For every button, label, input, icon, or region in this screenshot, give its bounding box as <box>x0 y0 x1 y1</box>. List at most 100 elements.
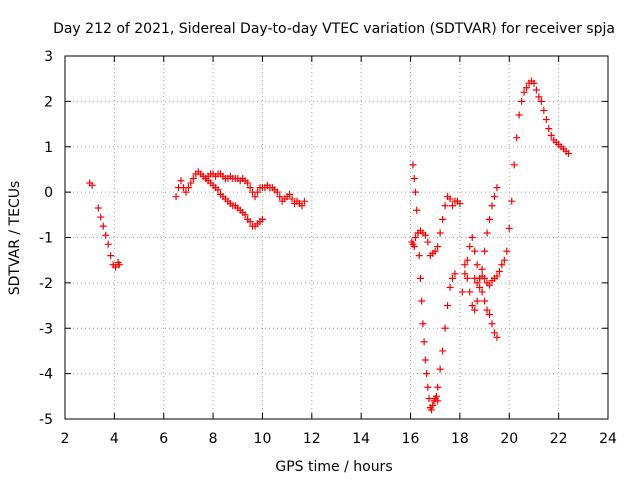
data-point <box>428 406 436 414</box>
data-point <box>184 184 192 192</box>
y-tick-label: -3 <box>39 321 53 337</box>
data-point <box>463 274 471 282</box>
data-point <box>288 195 296 203</box>
data-point <box>515 111 523 119</box>
data-point <box>425 395 433 403</box>
data-point <box>471 306 479 314</box>
data-point <box>537 97 545 105</box>
data-point <box>493 333 501 341</box>
x-tick-label: 18 <box>451 431 469 447</box>
data-point <box>565 150 573 158</box>
data-point <box>461 270 469 278</box>
data-point <box>434 383 442 391</box>
data-point <box>441 324 449 332</box>
data-point <box>97 213 105 221</box>
data-point <box>490 193 498 201</box>
data-point <box>411 188 419 196</box>
data-point <box>483 229 491 237</box>
data-point <box>481 297 489 305</box>
data-point <box>532 86 540 94</box>
data-point <box>476 283 484 291</box>
x-tick-label: 10 <box>254 431 272 447</box>
data-point <box>418 297 426 305</box>
data-point <box>473 279 481 287</box>
data-point <box>535 93 543 101</box>
y-tick-label: 3 <box>44 49 53 65</box>
data-point <box>258 215 266 223</box>
x-axis-label: GPS time / hours <box>275 459 392 475</box>
y-axis-label: SDTVAR / TECUs <box>7 181 23 296</box>
data-point <box>251 193 259 201</box>
data-point <box>409 161 417 169</box>
x-tick-label: 2 <box>61 431 70 447</box>
series-arc9 <box>461 184 501 314</box>
data-point <box>88 181 96 189</box>
series-arc2 <box>94 204 123 271</box>
x-tick-label: 16 <box>402 431 420 447</box>
data-point <box>421 356 429 364</box>
y-tick-label: 1 <box>44 140 53 156</box>
plot-frame <box>64 55 609 420</box>
data-point <box>410 243 418 251</box>
data-point <box>102 231 110 239</box>
series-arc3 <box>172 168 266 230</box>
data-point <box>99 222 107 230</box>
data-point <box>545 125 553 133</box>
data-point <box>478 288 486 296</box>
data-point <box>473 261 481 269</box>
data-point <box>286 190 294 198</box>
data-point <box>115 261 123 269</box>
data-point <box>434 397 442 405</box>
data-point <box>429 401 437 409</box>
data-point <box>423 370 431 378</box>
series-arc10 <box>471 77 573 289</box>
data-point <box>510 161 518 169</box>
data-point <box>444 302 452 310</box>
data-point <box>182 188 190 196</box>
data-point <box>486 281 494 289</box>
data-point <box>439 215 447 223</box>
data-point <box>411 234 419 241</box>
x-tick-label: 12 <box>303 431 321 447</box>
data-point <box>530 79 538 87</box>
data-point <box>446 283 454 291</box>
data-point <box>503 247 511 255</box>
y-tick-label: -1 <box>39 231 53 247</box>
data-point <box>436 229 444 237</box>
data-point <box>446 195 454 203</box>
x-tick-label: 8 <box>209 431 218 447</box>
data-point <box>214 186 222 194</box>
data-point <box>523 84 531 92</box>
data-point <box>246 218 254 226</box>
data-point <box>107 252 115 260</box>
data-point <box>483 306 491 314</box>
series-arc7 <box>434 270 459 391</box>
data-point <box>424 383 432 391</box>
data-point <box>463 256 471 264</box>
y-tick-label: 2 <box>44 94 53 110</box>
data-point <box>468 302 476 310</box>
data-point <box>505 224 513 232</box>
y-tick-label: -5 <box>39 412 53 428</box>
x-tick-label: 14 <box>352 431 370 447</box>
data-point <box>298 202 306 210</box>
data-point <box>495 268 503 276</box>
series-arc4 <box>202 170 308 210</box>
data-point <box>424 238 432 246</box>
x-tick-label: 4 <box>110 431 119 447</box>
data-point <box>434 243 442 251</box>
data-point <box>493 272 501 280</box>
data-point <box>466 288 474 296</box>
data-point <box>461 261 469 269</box>
chart-title: Day 212 of 2021, Sidereal Day-to-day VTE… <box>53 21 615 37</box>
data-point <box>468 234 476 241</box>
y-tick-label: 0 <box>44 185 53 201</box>
data-point <box>432 392 440 400</box>
series-arc6 <box>408 193 464 260</box>
x-tick-label: 24 <box>599 431 617 447</box>
data-point <box>493 184 501 192</box>
grid-lines <box>65 56 608 419</box>
data-point <box>488 320 496 328</box>
data-point <box>488 202 496 210</box>
